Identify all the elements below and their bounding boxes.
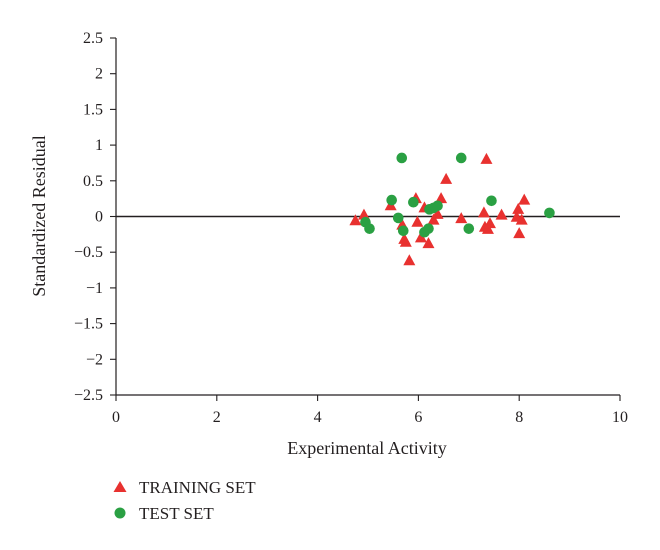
y-tick-label: −1.5 [74, 316, 103, 333]
test-set-point [486, 195, 497, 207]
test-set-point [463, 223, 475, 234]
y-tick-label: −1 [86, 280, 103, 297]
test-set-point [455, 152, 467, 164]
training-set-point [411, 215, 424, 227]
training-set-point [431, 207, 444, 219]
training-set-point [480, 152, 493, 164]
x-axis-title: Experimental Activity [287, 438, 446, 458]
training-set-point [477, 206, 490, 218]
y-tick-label: −0.5 [74, 244, 103, 261]
test-set-point [392, 212, 404, 224]
legend-training-set-marker [113, 481, 127, 492]
x-tick-label: 2 [213, 409, 221, 426]
training-set-point [414, 231, 427, 243]
test-set-point [364, 223, 375, 234]
training-set-point [349, 214, 362, 226]
x-tick-label: 4 [314, 409, 322, 426]
training-set-point [440, 172, 453, 184]
training-set-point [483, 217, 496, 229]
y-tick-label: 1.5 [83, 101, 103, 118]
training-set-point [399, 235, 412, 247]
training-set-point [481, 222, 494, 234]
training-set-point [435, 192, 448, 204]
test-set-point [397, 225, 409, 237]
training-set-point [427, 213, 440, 225]
test-set-point [408, 196, 419, 208]
training-set-point [515, 213, 528, 225]
legend-test-set-label: TEST SET [139, 504, 214, 523]
test-set-point [423, 223, 434, 234]
x-tick-label: 6 [414, 409, 422, 426]
test-set-point [386, 194, 397, 206]
y-tick-label: 0.5 [83, 173, 103, 190]
training-set-point [518, 193, 531, 205]
y-tick-label: 0 [95, 209, 103, 226]
data-points [349, 152, 555, 266]
test-set-point [396, 152, 408, 164]
training-set-point [512, 202, 525, 214]
legend: TRAINING SET TEST SET [113, 478, 256, 523]
x-tick-label: 0 [112, 409, 120, 426]
x-tick-label: 8 [515, 409, 523, 426]
training-set-point [495, 208, 508, 220]
y-tick-label: 2.5 [83, 30, 103, 47]
y-tick-label: −2.5 [74, 387, 103, 404]
training-set-point [422, 237, 435, 249]
training-set-point [357, 208, 370, 220]
test-set-point [432, 200, 443, 212]
training-set-point [403, 254, 416, 266]
y-tick-label: 2 [95, 66, 103, 83]
legend-training-set-label: TRAINING SET [139, 478, 256, 497]
training-set-point [513, 227, 526, 239]
y-tick-label: 1 [95, 137, 103, 154]
x-tick-label: 10 [612, 409, 628, 426]
axes: 2.5 2 1.5 1 0.5 0 −0.5 −1 −1.5 −2 −2.5 0 2 4 6 8 10 [74, 30, 628, 426]
test-set-point [544, 207, 555, 219]
legend-test-set-marker [114, 507, 126, 519]
y-tick-label: −2 [86, 351, 103, 368]
y-axis-title: Standardized Residual [29, 135, 49, 296]
training-set-point [455, 212, 468, 224]
